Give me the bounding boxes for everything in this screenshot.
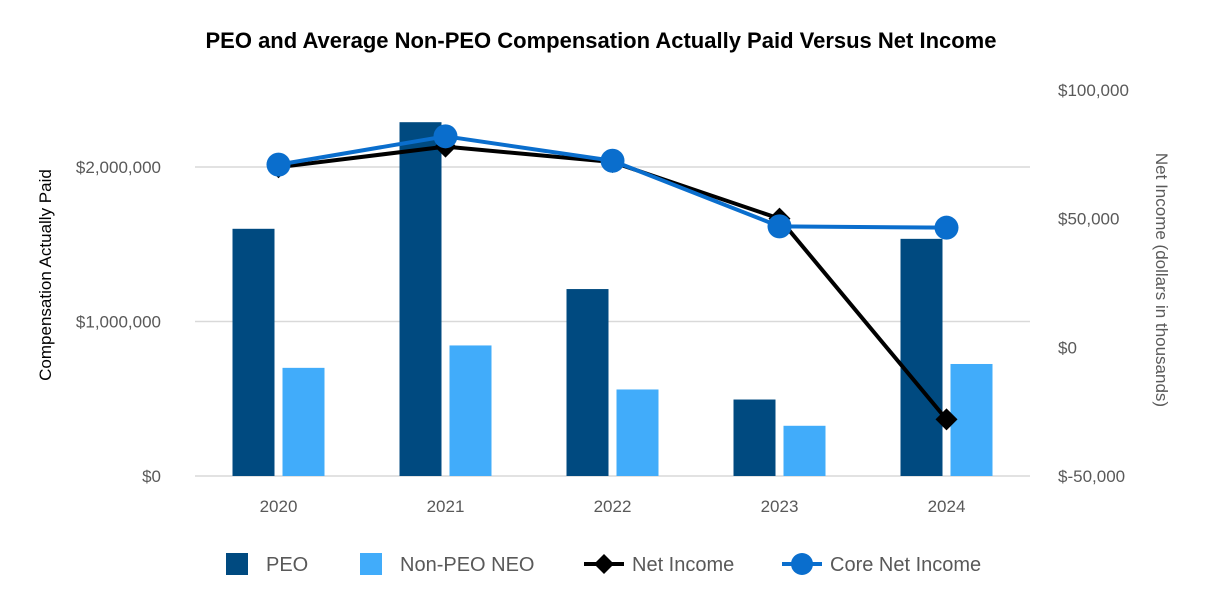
legend-label-net-income: Net Income <box>632 554 734 576</box>
y-right-tick-label: $100,000 <box>1058 81 1129 100</box>
x-tick-label: 2021 <box>427 497 465 516</box>
point-core-net-income <box>767 214 792 239</box>
y-left-tick-label: $2,000,000 <box>76 158 161 177</box>
y-right-tick-label: $50,000 <box>1058 210 1119 229</box>
legend-marker-core-net-income <box>791 553 813 575</box>
line-layer <box>266 124 959 431</box>
x-tick-label: 2024 <box>928 497 966 516</box>
bar-non-peo-neo <box>616 389 659 476</box>
legend-label-peo: PEO <box>266 554 308 576</box>
tick-layer: $0 $1,000,000 $2,000,000 $-50,000 $0 $50,000 $… <box>76 81 1129 516</box>
legend-marker-net-income <box>594 554 614 574</box>
legend-swatch-peo <box>226 553 248 575</box>
y-right-tick-label: $-50,000 <box>1058 467 1125 486</box>
x-tick-label: 2022 <box>594 497 632 516</box>
bar-non-peo-neo <box>783 425 826 476</box>
legend-swatch-non-peo-neo <box>360 553 382 575</box>
bar-non-peo-neo <box>282 367 325 476</box>
y-left-tick-label: $0 <box>142 467 161 486</box>
bar-non-peo-neo <box>449 345 492 476</box>
point-core-net-income <box>934 215 959 240</box>
bar-peo <box>399 122 442 476</box>
bar-non-peo-neo <box>950 363 993 476</box>
y-axis-right-label: Net Income (dollars in thousands) <box>1152 153 1171 407</box>
chart-title: PEO and Average Non-PEO Compensation Act… <box>206 28 997 53</box>
point-core-net-income <box>266 152 291 177</box>
bar-peo <box>733 399 776 476</box>
point-net-income <box>935 408 958 431</box>
bar-layer <box>232 122 993 476</box>
line-net-income <box>278 144 949 421</box>
bar-peo <box>566 289 609 476</box>
legend-label-non-peo-neo: Non-PEO NEO <box>400 554 534 576</box>
y-right-tick-label: $0 <box>1058 338 1077 357</box>
y-left-tick-label: $1,000,000 <box>76 313 161 332</box>
point-core-net-income <box>433 124 458 149</box>
bar-peo <box>900 238 943 476</box>
y-axis-left-label: Compensation Actually Paid <box>36 169 55 381</box>
x-tick-label: 2023 <box>761 497 799 516</box>
legend-label-core-net-income: Core Net Income <box>830 554 981 576</box>
point-core-net-income <box>600 148 625 173</box>
legend: PEO Non-PEO NEO Net Income Core Net Income <box>226 553 981 576</box>
x-tick-label: 2020 <box>260 497 298 516</box>
bar-peo <box>232 228 275 476</box>
